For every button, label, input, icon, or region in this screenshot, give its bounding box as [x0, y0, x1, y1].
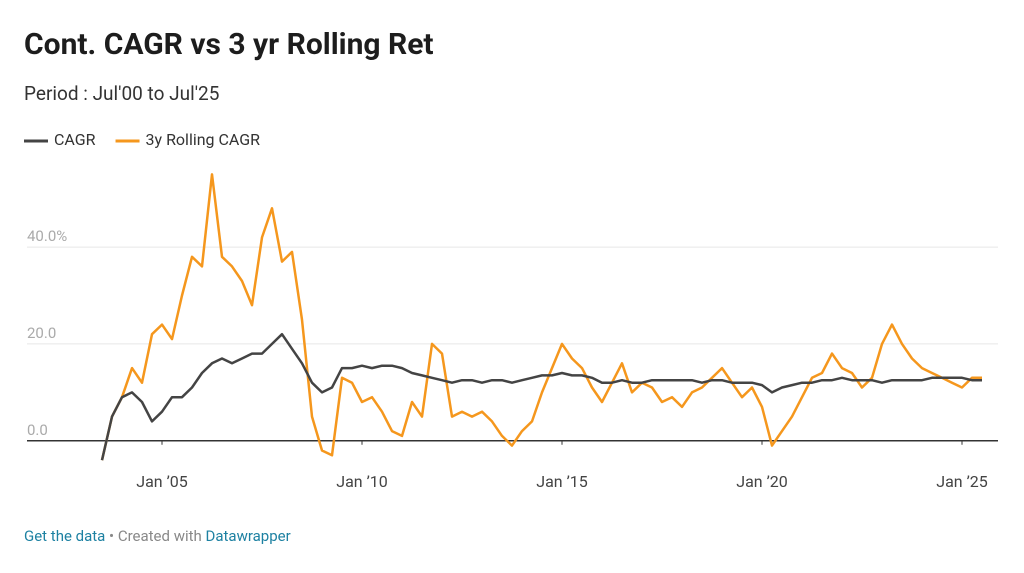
chart-title: Cont. CAGR vs 3 yr Rolling Ret [24, 27, 434, 62]
series-line [100, 332, 982, 461]
legend: CAGR 3y Rolling CAGR [24, 130, 260, 149]
x-tick-label: Jan ’25 [936, 472, 988, 491]
y-tick-label: 20.0 [27, 324, 56, 342]
x-tick-label: Jan ’20 [736, 472, 788, 491]
chart-subtitle: Period : Jul'00 to Jul'25 [24, 82, 219, 105]
credit-link[interactable]: Datawrapper [206, 527, 291, 545]
x-tick-label: Jan ’10 [336, 472, 388, 491]
series-line [100, 173, 982, 461]
lines [100, 173, 982, 461]
grid: 0.0 20.0 40.0% Jan ’05 Jan ’10 Jan ’15 Jan ’20… [27, 227, 998, 491]
legend-label: CAGR [54, 130, 96, 149]
legend-label: 3y Rolling CAGR [146, 130, 261, 149]
y-tick-label: 0.0 [27, 421, 48, 439]
footer-text: • Created with [105, 527, 205, 545]
x-tick-label: Jan ’15 [536, 472, 588, 491]
footer: Get the data • Created with Datawrapper [24, 527, 291, 545]
x-tick-label: Jan ’05 [136, 472, 188, 491]
y-tick-label: 40.0% [27, 227, 67, 245]
data-link[interactable]: Get the data [24, 527, 105, 545]
